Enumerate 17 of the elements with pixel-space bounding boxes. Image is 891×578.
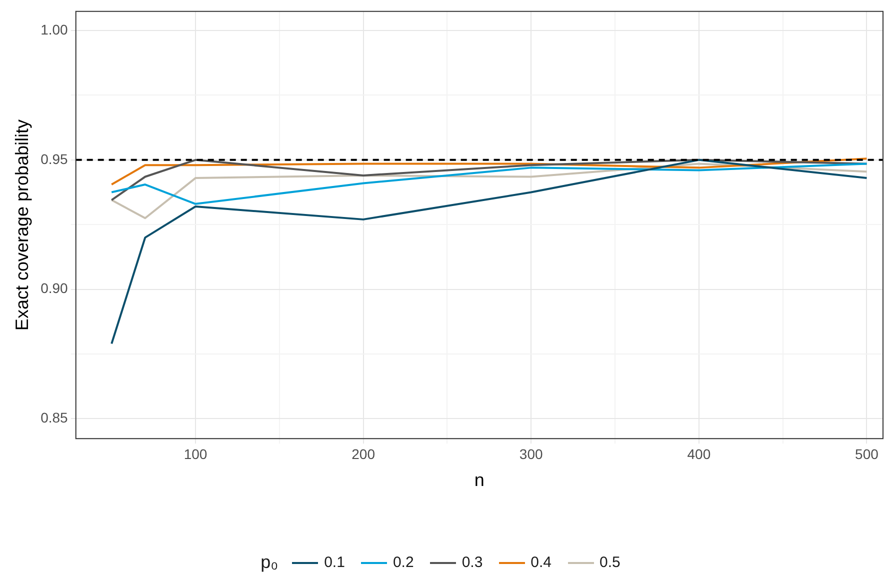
y-tick-label: 1.00 xyxy=(40,21,68,38)
legend-label: 0.1 xyxy=(324,554,345,571)
y-tick-label: 0.85 xyxy=(40,410,68,426)
legend-label: 0.3 xyxy=(462,554,483,571)
y-axis-title: Exact coverage probability xyxy=(12,119,32,331)
legend-label: 0.5 xyxy=(600,554,620,571)
x-tick-label: 500 xyxy=(855,446,879,462)
legend-label: 0.2 xyxy=(392,554,414,571)
x-tick-label: 300 xyxy=(519,446,543,462)
legend-label: 0.4 xyxy=(530,554,552,571)
x-tick-label: 400 xyxy=(687,446,711,462)
legend-title: p₀ xyxy=(260,552,278,573)
x-tick-label: 200 xyxy=(352,446,376,462)
y-tick-label: 0.95 xyxy=(40,150,68,167)
y-tick-label: 0.90 xyxy=(40,280,68,296)
x-axis-title: n xyxy=(474,470,484,490)
x-tick-label: 100 xyxy=(184,446,208,462)
